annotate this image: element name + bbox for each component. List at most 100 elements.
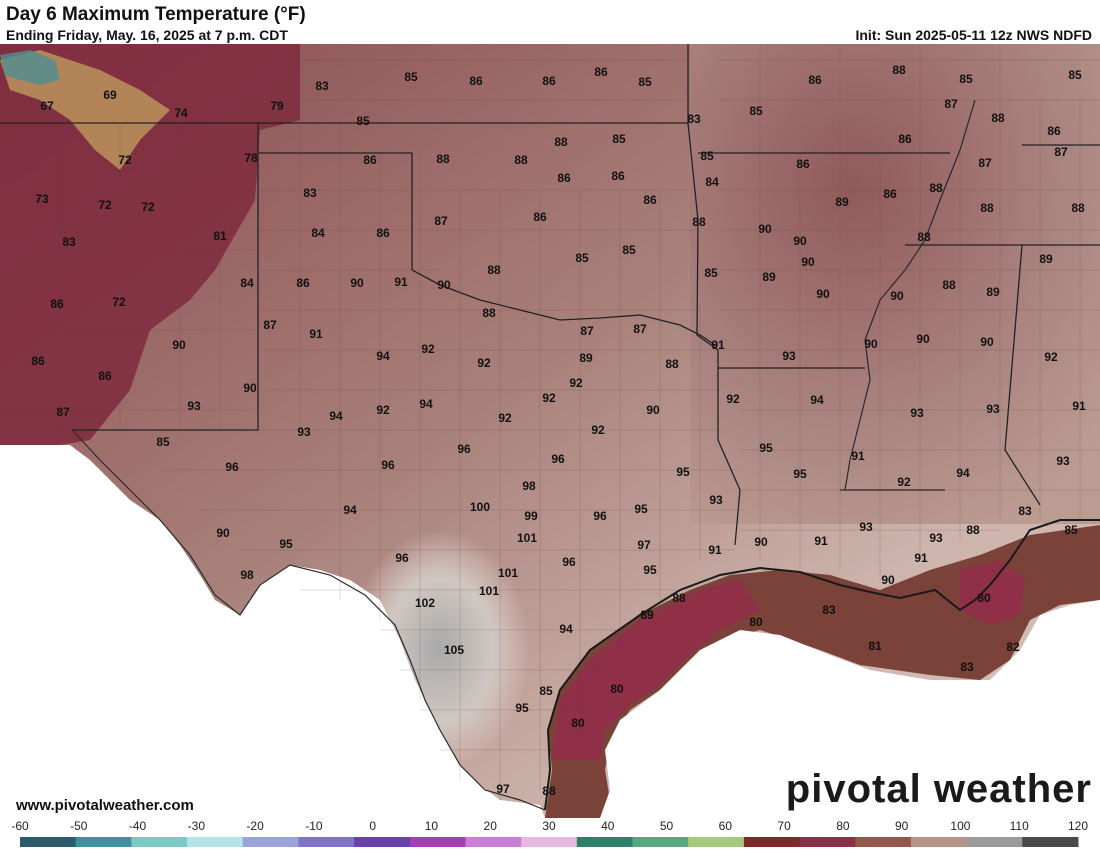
model-init-label: Init: Sun 2025-05-11 12z NWS NDFD <box>855 27 1092 43</box>
temperature-label: 92 <box>569 376 583 390</box>
colorbar-segment <box>688 837 745 847</box>
temperature-label: 85 <box>622 243 636 257</box>
colorbar-tick-label: -60 <box>11 819 29 833</box>
colorbar-tick-label: 60 <box>719 819 733 833</box>
temperature-label: 90 <box>437 278 451 292</box>
map-title: Day 6 Maximum Temperature (°F) <box>6 4 306 25</box>
colorbar-segment <box>298 837 355 847</box>
temperature-label: 89 <box>986 285 1000 299</box>
temperature-label: 94 <box>956 466 970 480</box>
temperature-label: 87 <box>580 324 594 338</box>
temperature-label: 90 <box>350 276 364 290</box>
coastline <box>544 519 1100 811</box>
colorbar-segment <box>910 837 968 847</box>
temperature-label: 90 <box>216 526 230 540</box>
temperature-label: 93 <box>929 531 943 545</box>
temperature-label: 91 <box>814 534 828 548</box>
temperature-label: 89 <box>1039 252 1053 266</box>
temperature-label: 88 <box>892 63 906 77</box>
temperature-label: 92 <box>591 423 605 437</box>
temperature-label: 90 <box>816 287 830 301</box>
temperature-label: 85 <box>612 132 626 146</box>
temperature-label: 67 <box>40 99 54 113</box>
colorbar-segment <box>20 837 77 847</box>
colorbar-segment <box>632 837 689 847</box>
colorbar-segment <box>131 837 188 847</box>
temperature-label: 89 <box>762 270 776 284</box>
temperature-label: 86 <box>50 297 64 311</box>
temperature-label: 88 <box>1071 201 1085 215</box>
gulf-open-ocean <box>600 600 1100 818</box>
temperature-label: 72 <box>118 153 132 167</box>
temperature-label: 88 <box>942 278 956 292</box>
temperature-label: 89 <box>640 608 654 622</box>
temperature-label: 88 <box>917 230 931 244</box>
temperature-label: 90 <box>801 255 815 269</box>
temperature-label: 90 <box>864 337 878 351</box>
temperature-label: 101 <box>517 531 537 545</box>
colorbar-tick-label: 30 <box>542 819 556 833</box>
temperature-label: 92 <box>421 342 435 356</box>
temperature-label: 91 <box>394 275 408 289</box>
temperature-label: 78 <box>244 151 258 165</box>
colorbar-segment <box>354 837 411 847</box>
temperature-label: 87 <box>944 97 958 111</box>
temperature-label: 94 <box>810 393 824 407</box>
gulf-warm-water-east <box>960 560 1025 625</box>
temperature-label: 73 <box>35 192 49 206</box>
temperature-label: 93 <box>910 406 924 420</box>
temperature-label: 91 <box>309 327 323 341</box>
temperature-label: 84 <box>311 226 325 240</box>
colorbar-bar <box>20 837 1079 847</box>
temperature-label: 94 <box>419 397 433 411</box>
temperature-label: 85 <box>404 70 418 84</box>
temperature-label: 86 <box>796 157 810 171</box>
header-bar: Day 6 Maximum Temperature (°F) Ending Fr… <box>0 0 1100 44</box>
temperature-label: 91 <box>1072 399 1086 413</box>
temperature-label: 94 <box>343 503 357 517</box>
colorbar-segment <box>75 837 132 847</box>
temperature-label: 93 <box>187 399 201 413</box>
temperature-label: 89 <box>835 195 849 209</box>
temperature-label: 95 <box>515 701 529 715</box>
temperature-label: 98 <box>522 479 536 493</box>
colorbar-tick-label: 20 <box>484 819 498 833</box>
temperature-label: 93 <box>297 425 311 439</box>
temperature-label: 92 <box>542 391 556 405</box>
temperature-label: 82 <box>1006 640 1020 654</box>
temperature-label: 85 <box>539 684 553 698</box>
temperature-label: 83 <box>960 660 974 674</box>
temperature-label: 84 <box>705 175 719 189</box>
colorbar-segment <box>465 837 522 847</box>
colorbar-ticks: -60 -50 -40 -30 -20 -10 0 10 20 30 40 50 60 70 80 90 100… <box>11 819 1088 833</box>
temperature-label: 90 <box>758 222 772 236</box>
colorbar-segment <box>966 837 1023 847</box>
temperature-label: 88 <box>665 357 679 371</box>
colorbar-segment <box>521 837 578 847</box>
mexico-no-data <box>0 445 545 818</box>
temperature-label: 88 <box>966 523 980 537</box>
temperature-label: 90 <box>916 332 930 346</box>
temperature-label: 83 <box>62 235 76 249</box>
temperature-label: 91 <box>851 449 865 463</box>
temperature-label: 93 <box>782 349 796 363</box>
temperature-label: 96 <box>225 460 239 474</box>
temperature-label: 86 <box>594 65 608 79</box>
temperature-label: 97 <box>496 782 510 796</box>
temperature-label: 92 <box>1044 350 1058 364</box>
temperature-label: 80 <box>749 615 763 629</box>
colorbar-tick-label: 110 <box>1010 819 1029 833</box>
website-url[interactable]: www.pivotalweather.com <box>16 797 194 814</box>
temperature-label: 74 <box>174 106 188 120</box>
eastern-land <box>690 44 1100 524</box>
colorbar-tick-label: 100 <box>950 819 970 833</box>
colorbar-tick-label: 120 <box>1068 819 1088 833</box>
temperature-label: 93 <box>986 402 1000 416</box>
temperature-label: 84 <box>240 276 254 290</box>
temperature-label: 72 <box>98 198 112 212</box>
temperature-label: 95 <box>634 502 648 516</box>
temperature-label: 93 <box>1056 454 1070 468</box>
temperature-label: 86 <box>98 369 112 383</box>
